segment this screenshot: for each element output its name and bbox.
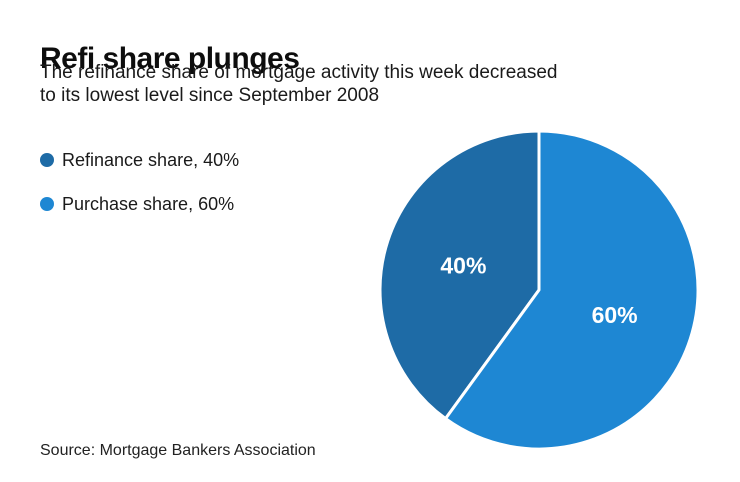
legend-item-refinance: Refinance share, 40% — [40, 149, 240, 170]
legend-item-purchase: Purchase share, 60% — [40, 193, 239, 214]
pie-chart: 40% 60% — [378, 129, 700, 451]
page-title: Refi share plunges — [40, 42, 300, 76]
legend-swatch-refinance — [40, 153, 54, 167]
source-attribution: Source: Mortgage Bankers Association — [40, 442, 316, 459]
legend-label-refinance: Refinance share, 40% — [62, 149, 240, 170]
legend-label-purchase: Purchase share, 60% — [62, 193, 235, 214]
legend-swatch-purchase — [40, 197, 54, 211]
pie-slice-label: 60% — [592, 302, 638, 328]
pie-slice-label: 40% — [440, 253, 486, 279]
page-subtitle: The refinance share of mortgage activity… — [40, 62, 558, 106]
legend: Refinance share, 40% Purchase share, 60% — [40, 149, 240, 239]
pie-slice-purchase-share — [444, 129, 700, 451]
pie-slice-refinance-share — [378, 129, 541, 421]
